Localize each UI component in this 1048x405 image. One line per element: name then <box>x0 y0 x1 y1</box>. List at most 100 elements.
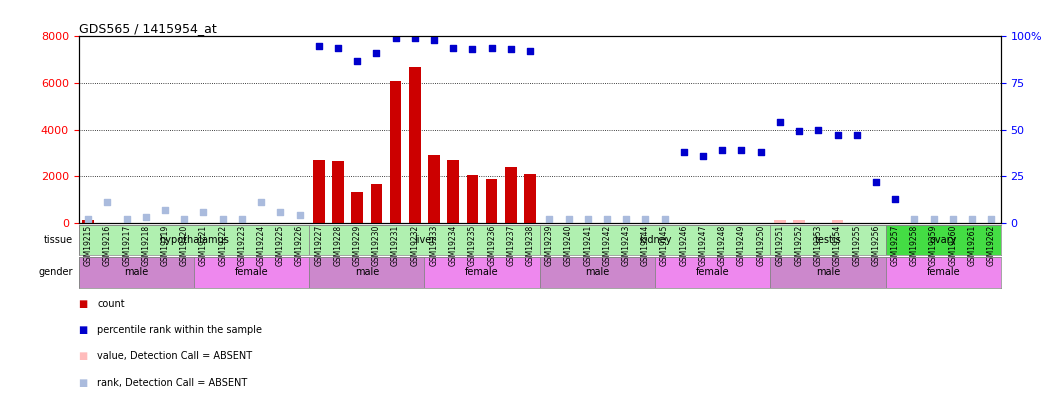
Point <box>99 199 115 205</box>
Bar <box>886 257 1001 288</box>
Point <box>983 216 1000 222</box>
Text: GSM19252: GSM19252 <box>794 225 804 266</box>
Point <box>848 132 865 139</box>
Point <box>617 216 634 222</box>
Bar <box>540 225 770 255</box>
Bar <box>351 192 363 223</box>
Text: GSM19242: GSM19242 <box>603 225 611 266</box>
Bar <box>774 220 786 223</box>
Text: GSM19219: GSM19219 <box>160 225 170 266</box>
Bar <box>770 257 886 288</box>
Text: male: male <box>124 267 149 277</box>
Text: GSM19240: GSM19240 <box>564 225 573 266</box>
Bar <box>83 220 94 223</box>
Point <box>156 207 173 213</box>
Text: GSM19216: GSM19216 <box>103 225 112 266</box>
Text: count: count <box>97 299 125 309</box>
Text: ■: ■ <box>79 352 88 361</box>
Text: GSM19223: GSM19223 <box>238 225 246 266</box>
Point <box>810 126 827 133</box>
Point <box>310 43 327 49</box>
Text: GSM19233: GSM19233 <box>430 225 438 266</box>
Point <box>637 216 654 222</box>
Bar <box>309 257 424 288</box>
Bar <box>424 257 540 288</box>
Text: GSM19256: GSM19256 <box>872 225 880 266</box>
Text: GSM19228: GSM19228 <box>333 225 343 266</box>
Text: GSM19251: GSM19251 <box>776 225 784 266</box>
Text: male: male <box>354 267 379 277</box>
Text: GSM19236: GSM19236 <box>487 225 496 266</box>
Text: GSM19222: GSM19222 <box>218 225 227 266</box>
Point <box>905 216 922 222</box>
Text: GSM19262: GSM19262 <box>987 225 996 266</box>
Text: female: female <box>235 267 268 277</box>
Text: ■: ■ <box>79 325 88 335</box>
Point <box>387 35 403 42</box>
Point <box>253 199 269 205</box>
Text: male: male <box>815 267 840 277</box>
Text: GSM19258: GSM19258 <box>910 225 919 266</box>
Point <box>444 45 461 51</box>
Text: GSM19254: GSM19254 <box>833 225 842 266</box>
Point <box>733 147 749 153</box>
Point <box>214 216 231 222</box>
Point <box>118 216 135 222</box>
Text: GSM19259: GSM19259 <box>930 225 938 266</box>
Text: GSM19220: GSM19220 <box>180 225 189 266</box>
Point <box>675 149 692 155</box>
Text: GSM19257: GSM19257 <box>891 225 899 266</box>
Bar <box>793 220 805 223</box>
Text: percentile rank within the sample: percentile rank within the sample <box>97 325 262 335</box>
Point <box>829 132 846 139</box>
Point <box>963 216 980 222</box>
Text: female: female <box>465 267 499 277</box>
Bar <box>770 225 886 255</box>
Text: GSM19217: GSM19217 <box>123 225 131 266</box>
Text: GSM19239: GSM19239 <box>545 225 553 266</box>
Point <box>80 216 96 222</box>
Text: female: female <box>926 267 960 277</box>
Text: GSM19250: GSM19250 <box>757 225 765 266</box>
Text: GSM19244: GSM19244 <box>641 225 650 266</box>
Text: GSM19255: GSM19255 <box>852 225 861 266</box>
Text: male: male <box>585 267 610 277</box>
Point <box>580 216 596 222</box>
Text: GSM19243: GSM19243 <box>621 225 631 266</box>
Bar <box>429 155 440 223</box>
Text: hypothalamus: hypothalamus <box>159 235 228 245</box>
Text: GSM19249: GSM19249 <box>737 225 746 266</box>
Text: GSM19229: GSM19229 <box>353 225 362 266</box>
Text: GSM19225: GSM19225 <box>276 225 285 266</box>
Bar <box>832 220 844 223</box>
Point <box>137 214 154 220</box>
Text: GSM19230: GSM19230 <box>372 225 380 266</box>
Text: gender: gender <box>39 267 72 277</box>
Bar <box>194 257 309 288</box>
Text: value, Detection Call = ABSENT: value, Detection Call = ABSENT <box>97 352 253 361</box>
Text: GSM19224: GSM19224 <box>257 225 265 266</box>
Text: GSM19245: GSM19245 <box>660 225 669 266</box>
Point <box>944 216 961 222</box>
Point <box>695 152 712 159</box>
Point <box>271 208 288 215</box>
Text: GSM19232: GSM19232 <box>411 225 419 266</box>
Point <box>176 216 193 222</box>
Point <box>425 37 442 43</box>
Point <box>598 216 615 222</box>
Point <box>714 147 730 153</box>
Text: GSM19237: GSM19237 <box>506 225 516 266</box>
Text: female: female <box>696 267 729 277</box>
Bar <box>390 81 401 223</box>
Text: ■: ■ <box>79 299 88 309</box>
Text: ■: ■ <box>79 378 88 388</box>
Bar <box>313 160 325 223</box>
Point <box>560 216 576 222</box>
Text: GSM19247: GSM19247 <box>699 225 707 266</box>
Point <box>234 216 250 222</box>
Text: rank, Detection Call = ABSENT: rank, Detection Call = ABSENT <box>97 378 247 388</box>
Text: GSM19234: GSM19234 <box>449 225 458 266</box>
Bar <box>524 174 536 223</box>
Point <box>464 46 481 53</box>
Point <box>502 46 519 53</box>
